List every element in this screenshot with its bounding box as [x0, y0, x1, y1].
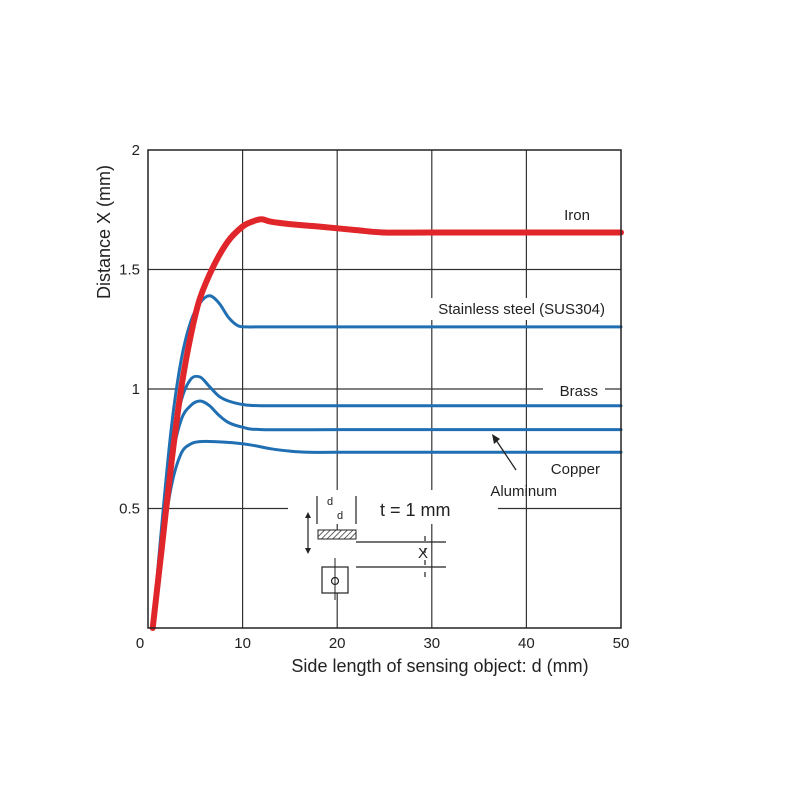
- series-label: Copper: [551, 461, 600, 478]
- x-axis-title: Side length of sensing object: d (mm): [291, 656, 588, 676]
- series-label: Brass: [560, 383, 598, 400]
- x-tick-label: 30: [423, 635, 440, 652]
- thickness-label: t = 1 mm: [380, 500, 451, 520]
- plot-frame: [147, 149, 622, 629]
- label-background: [382, 298, 610, 320]
- sensing-object: [317, 529, 357, 540]
- label-background: [543, 380, 605, 402]
- d-label: d: [327, 496, 333, 508]
- motion-arrowhead-up: [305, 512, 311, 518]
- y-tick-label: 1: [132, 381, 140, 398]
- motion-arrowhead-down: [305, 548, 311, 554]
- copper-pointer-arrow: [495, 439, 517, 471]
- series-line-stainless: [151, 294, 623, 630]
- y-tick-label: 0.5: [119, 501, 140, 518]
- distance-x-label: X: [418, 545, 428, 562]
- x-tick-label: 40: [518, 635, 535, 652]
- y-axis-title: Distance X (mm): [94, 165, 114, 299]
- x-tick-label: 20: [329, 635, 346, 652]
- series-label: Iron: [564, 207, 590, 224]
- copper-pointer-arrowhead: [492, 434, 500, 444]
- inset-label-background: [288, 490, 498, 524]
- y-tick-label: 1.5: [119, 262, 140, 279]
- series-line-iron: [149, 216, 624, 631]
- series-lines: [149, 216, 624, 631]
- d-label: d: [337, 510, 343, 522]
- tick-labels: 0 10 20 30 40 50 0.5 1 1.5 2: [119, 142, 629, 652]
- x-tick-label: 0: [136, 635, 144, 652]
- series-labels: Iron Stainless steel (SUS304) Brass Copper A…: [382, 207, 610, 500]
- sensing-object-inset: dd t = 1 mm X: [288, 490, 498, 600]
- series-label: Aluminum: [490, 483, 557, 500]
- series-label: Stainless steel (SUS304): [438, 301, 605, 318]
- y-tick-label: 2: [132, 142, 140, 159]
- series-line-aluminum: [151, 439, 623, 630]
- x-tick-label: 10: [234, 635, 251, 652]
- x-tick-label: 50: [613, 635, 630, 652]
